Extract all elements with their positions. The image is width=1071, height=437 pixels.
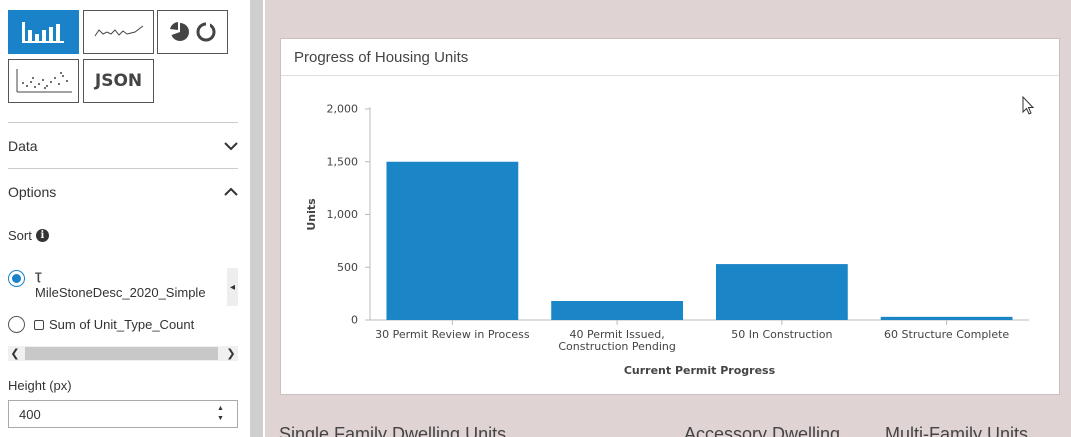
spin-up-icon[interactable]: ▲ — [217, 405, 224, 412]
y-tick-label: 0 — [351, 314, 358, 327]
card-divider — [281, 75, 1059, 76]
sort-field-list: Ʈ MileStoneDesc_2020_Simple Sum of Unit_… — [8, 266, 238, 344]
line-chart-icon — [94, 25, 143, 37]
number-field-icon — [34, 320, 44, 330]
bar — [880, 316, 1013, 320]
scroll-right-arrow[interactable]: ❯ — [226, 348, 236, 360]
vertical-scroll-arrow[interactable]: ◂ — [227, 268, 238, 306]
bar-chart-type-button[interactable] — [8, 10, 79, 54]
chevron-down-icon — [224, 141, 238, 150]
number-spinner[interactable]: ▲ ▼ — [217, 405, 227, 423]
y-tick-label: 1,500 — [327, 155, 359, 168]
pie-chart-type-button[interactable] — [157, 10, 228, 54]
scatter-chart-type-button[interactable] — [8, 59, 79, 103]
data-section-label: Data — [8, 137, 38, 154]
x-axis-title: Current Permit Progress — [624, 364, 776, 377]
pie-donut-icon — [169, 21, 215, 42]
bottom-card-title-2: Accessory Dwelling — [684, 424, 841, 437]
bar-chart: 0 500 1,000 1,500 2,000 30 Permit Review in P… — [305, 103, 1029, 377]
y-axis-title: Units — [305, 198, 318, 231]
json-label: JSON — [94, 71, 143, 91]
bar-chart-icon — [21, 22, 64, 43]
text-field-icon: Ʈ — [35, 271, 42, 283]
horizontal-scrollbar[interactable]: ❮ ❯ — [8, 346, 238, 361]
x-tick-label: 40 Permit Issued, — [569, 328, 664, 341]
line-chart-type-button[interactable] — [83, 10, 154, 54]
info-icon[interactable]: i — [35, 229, 49, 242]
options-section-header[interactable]: Options — [8, 168, 238, 214]
json-type-button[interactable]: JSON — [83, 59, 154, 103]
options-section-label: Options — [8, 183, 57, 200]
chart-options-panel: JSON Data Options Sort i Ʈ MileStoneDesc… — [0, 0, 248, 437]
scroll-left-arrow[interactable]: ❮ — [10, 348, 20, 360]
radio-unselected[interactable] — [8, 316, 25, 333]
bottom-card-title-1: Single Family Dwelling Units — [279, 424, 507, 437]
bar — [715, 264, 848, 320]
height-input[interactable]: 400 ▲ ▼ — [8, 400, 238, 428]
x-tick-label: 30 Permit Review in Process — [375, 328, 530, 341]
chevron-up-icon — [224, 187, 238, 196]
bar — [551, 301, 684, 320]
x-tick-label: 50 In Construction — [731, 328, 832, 341]
y-tick-label: 500 — [337, 261, 358, 274]
data-section-header[interactable]: Data — [8, 122, 238, 168]
splitter-bar[interactable] — [250, 0, 263, 437]
y-tick-label: 2,000 — [327, 103, 359, 116]
y-tick-label: 1,000 — [327, 208, 359, 221]
radio-selected[interactable] — [8, 270, 25, 287]
mouse-cursor-icon — [1022, 96, 1035, 115]
sort-option-label: MileStoneDesc_2020_Simple — [35, 285, 206, 300]
chart-card: Progress of Housing Units 0 500 1,000 1,500… — [280, 38, 1060, 395]
spin-down-icon[interactable]: ▼ — [217, 415, 224, 422]
panel-splitter[interactable] — [248, 0, 265, 437]
sort-option-label: Sum of Unit_Type_Count — [49, 317, 195, 332]
height-label: Height (px) — [8, 378, 72, 393]
sort-option-sum[interactable]: Sum of Unit_Type_Count — [8, 316, 194, 333]
bar — [386, 161, 519, 320]
dashboard-area: Progress of Housing Units 0 500 1,000 1,500… — [265, 0, 1071, 437]
scatter-plot-icon — [16, 69, 72, 93]
sort-option-milestone[interactable]: Ʈ MileStoneDesc_2020_Simple — [8, 270, 206, 300]
sort-label: Sort i — [8, 228, 49, 243]
height-value: 400 — [19, 406, 41, 422]
sort-label-text: Sort — [8, 228, 32, 243]
card-title: Progress of Housing Units — [294, 49, 469, 66]
bottom-card-title-3: Multi-Family Units — [885, 424, 1029, 437]
x-tick-label: Construction Pending — [558, 340, 676, 353]
x-tick-label: 60 Structure Complete — [884, 328, 1009, 341]
scroll-thumb[interactable] — [25, 347, 218, 360]
